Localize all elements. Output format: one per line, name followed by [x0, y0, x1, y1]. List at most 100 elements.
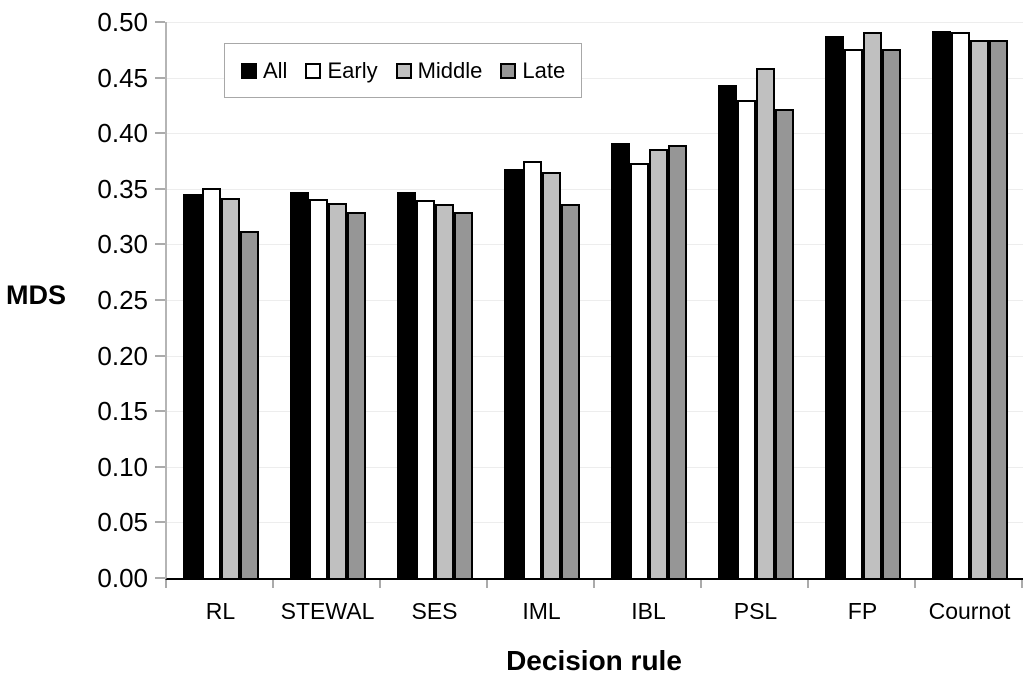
x-tick-label-iml: IML: [522, 598, 561, 624]
bar-late-stewal: [346, 212, 366, 578]
legend-item-middle: Middle: [395, 57, 483, 84]
gridline-0.40: [167, 133, 1023, 134]
bar-middle-psl: [755, 68, 775, 578]
x-tick-mark-2: [379, 580, 381, 588]
y-tick-label-0.50: 0.50: [97, 7, 148, 37]
bar-all-psl: [717, 85, 737, 578]
x-tick-mark-7: [914, 580, 916, 588]
y-tick-label-0.20: 0.20: [97, 341, 148, 371]
bar-groups: [167, 22, 1023, 578]
y-axis-title: MDS: [6, 280, 66, 310]
bar-group-fp: [809, 22, 916, 578]
bar-late-iml: [560, 204, 580, 578]
legend-label-all: All: [263, 57, 288, 83]
gridline-0.25: [167, 300, 1023, 301]
y-tick-label-0.10: 0.10: [97, 452, 148, 482]
bar-middle-iml: [541, 172, 561, 578]
y-tick-mark-0.40: [155, 132, 165, 134]
x-tick-label-ses: SES: [411, 598, 458, 624]
bar-late-rl: [239, 231, 259, 578]
gridline-0.15: [167, 411, 1023, 412]
legend-label-late: Late: [522, 57, 566, 83]
bar-early-iml: [522, 161, 542, 578]
y-tick-mark-0.50: [155, 21, 165, 23]
bar-early-cournot: [950, 32, 970, 578]
legend-swatch-late-icon: [500, 62, 517, 79]
bar-middle-rl: [220, 198, 240, 578]
bar-early-rl: [201, 188, 221, 578]
x-tick-label-fp: FP: [847, 598, 878, 624]
y-tick-mark-0.25: [155, 299, 165, 301]
y-tick-label-0.25: 0.25: [97, 285, 148, 315]
x-tick-mark-1: [272, 580, 274, 588]
bar-middle-ses: [434, 204, 454, 578]
x-tick-mark-5: [700, 580, 702, 588]
bar-all-ses: [396, 192, 416, 578]
gridline-0.50: [167, 22, 1023, 23]
legend-item-early: Early: [305, 57, 378, 84]
bar-middle-ibl: [648, 149, 668, 578]
y-tick-mark-0.15: [155, 410, 165, 412]
x-tick-mark-6: [807, 580, 809, 588]
bar-all-cournot: [931, 31, 951, 578]
y-tick-label-0.40: 0.40: [97, 118, 148, 148]
x-tick-label-cournot: Cournot: [928, 598, 1011, 624]
x-tick-mark-0: [165, 580, 167, 588]
y-tick-mark-0.00: [155, 577, 165, 579]
bar-early-psl: [736, 100, 756, 578]
bar-group-ibl: [595, 22, 702, 578]
bar-early-stewal: [308, 199, 328, 578]
gridline-0.30: [167, 244, 1023, 245]
y-tick-label-0.05: 0.05: [97, 507, 148, 537]
gridline-0.35: [167, 189, 1023, 190]
legend-item-late: Late: [500, 58, 565, 84]
bar-late-fp: [881, 49, 901, 578]
x-tick-mark-4: [593, 580, 595, 588]
bar-middle-stewal: [327, 203, 347, 578]
legend: All Early Middle Late: [224, 43, 583, 98]
bar-late-ibl: [667, 145, 687, 578]
y-tick-label-0.45: 0.45: [97, 63, 148, 93]
y-tick-label-0.15: 0.15: [97, 396, 148, 426]
legend-item-all: All: [241, 58, 287, 84]
gridline-0.05: [167, 522, 1023, 523]
bar-late-cournot: [988, 40, 1008, 578]
x-tick-label-ibl: IBL: [631, 598, 666, 624]
bar-middle-fp: [862, 32, 882, 578]
bar-group-ses: [381, 22, 488, 578]
x-tick-mark-8: [1021, 580, 1023, 588]
bar-all-stewal: [289, 192, 309, 578]
legend-label-middle: Middle: [417, 57, 483, 83]
gridline-0.45: [167, 78, 1023, 79]
y-tick-label-0.00: 0.00: [97, 563, 148, 593]
y-tick-mark-0.20: [155, 355, 165, 357]
gridline-0.20: [167, 356, 1023, 357]
bar-all-iml: [503, 169, 523, 578]
bar-group-stewal: [274, 22, 381, 578]
y-tick-mark-0.30: [155, 243, 165, 245]
legend-swatch-middle-icon: [395, 62, 412, 79]
bar-group-cournot: [916, 22, 1023, 578]
bar-group-iml: [488, 22, 595, 578]
x-tick-mark-3: [486, 580, 488, 588]
y-tick-mark-0.35: [155, 188, 165, 190]
legend-label-early: Early: [327, 57, 378, 83]
bar-early-fp: [843, 49, 863, 578]
bar-late-psl: [774, 109, 794, 578]
x-tick-label-psl: PSL: [733, 598, 778, 624]
bar-early-ses: [415, 200, 435, 578]
x-tick-label-rl: RL: [205, 598, 236, 624]
y-tick-label-0.35: 0.35: [97, 174, 148, 204]
y-tick-label-0.30: 0.30: [97, 229, 148, 259]
x-axis-title: Decision rule: [506, 645, 682, 676]
y-tick-mark-0.45: [155, 77, 165, 79]
bar-late-ses: [453, 212, 473, 578]
bar-all-ibl: [610, 143, 630, 578]
legend-swatch-all-icon: [241, 62, 257, 79]
bar-early-ibl: [629, 163, 649, 578]
y-tick-mark-0.05: [155, 521, 165, 523]
legend-swatch-early-icon: [305, 62, 322, 79]
bar-all-fp: [824, 36, 844, 578]
bar-all-rl: [182, 194, 202, 578]
